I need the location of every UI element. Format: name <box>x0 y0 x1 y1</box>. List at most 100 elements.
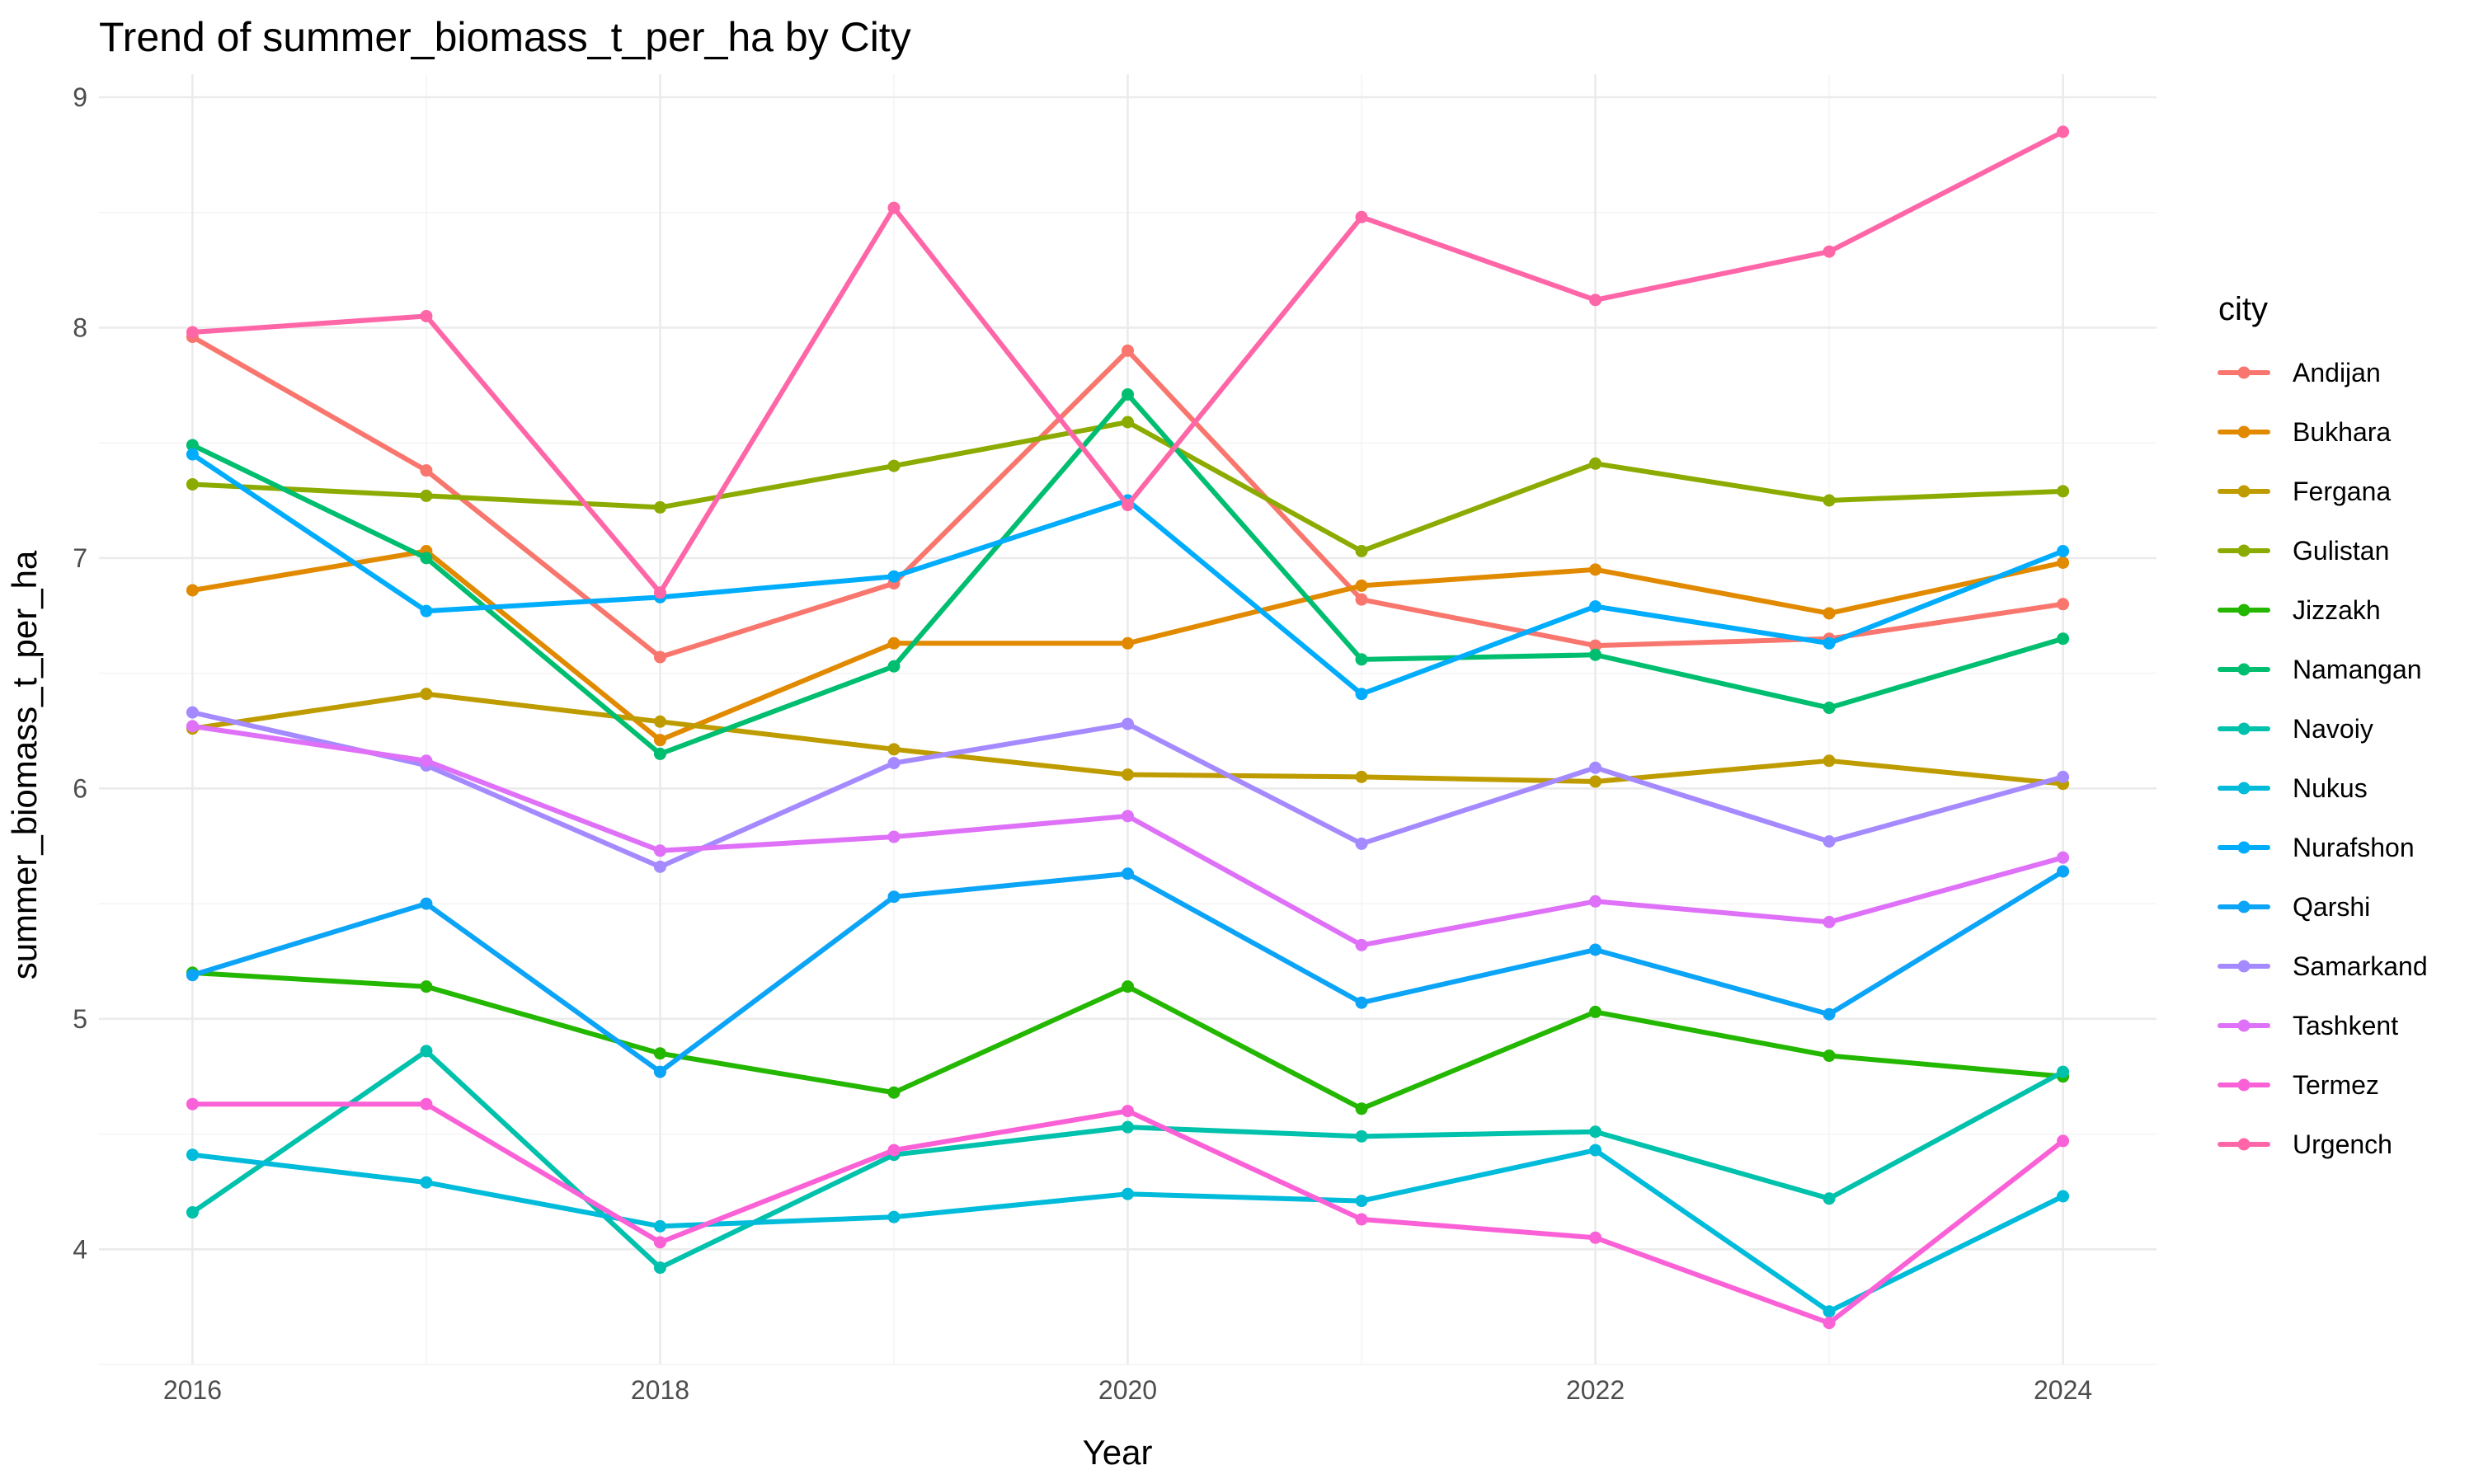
data-point-tashkent <box>420 754 433 768</box>
data-point-termez <box>887 1144 901 1157</box>
data-point-namangan <box>2057 632 2070 646</box>
legend-item-bukhara: Bukhara <box>2218 417 2391 447</box>
y-tick-label: 9 <box>73 82 87 112</box>
y-tick-label: 4 <box>73 1234 87 1264</box>
data-point-fergana <box>653 715 666 728</box>
series-tashkent <box>186 720 2070 951</box>
data-point-tashkent <box>1823 915 1836 928</box>
data-point-namangan <box>1823 702 1836 715</box>
data-point-jizzakh <box>1355 1102 1368 1115</box>
data-point-nukus <box>186 1148 199 1162</box>
data-point-nukus <box>653 1219 666 1233</box>
chart-title: Trend of summer_biomass_t_per_ha by City <box>99 14 911 60</box>
data-point-tashkent <box>186 720 199 733</box>
data-point-tashkent <box>887 830 901 843</box>
x-axis-ticks: 2016 2018 2020 2022 2024 <box>163 1375 2092 1405</box>
legend-item-fergana: Fergana <box>2218 477 2391 506</box>
legend-key-point <box>2237 722 2251 735</box>
data-point-qarshi <box>887 890 901 904</box>
data-point-samarkand <box>1823 835 1836 848</box>
legend-label: Andijan <box>2293 358 2381 387</box>
legend-item-urgench: Urgench <box>2218 1129 2392 1159</box>
data-point-gulistan <box>1823 494 1836 507</box>
y-tick-label: 7 <box>73 543 87 573</box>
series-samarkand <box>186 706 2070 873</box>
data-point-jizzakh <box>653 1047 666 1060</box>
data-point-nukus <box>2057 1190 2070 1203</box>
data-point-namangan <box>653 747 666 760</box>
x-tick-label: 2022 <box>1566 1375 1625 1405</box>
data-point-bukhara <box>1589 563 1602 576</box>
y-tick-label: 5 <box>73 1004 87 1034</box>
data-point-samarkand <box>1355 837 1368 850</box>
data-point-jizzakh <box>887 1086 901 1099</box>
data-point-urgench <box>887 201 901 214</box>
data-point-andijan <box>1589 639 1602 652</box>
data-point-namangan <box>1355 653 1368 666</box>
data-point-qarshi <box>1355 996 1368 1009</box>
data-point-navoiy <box>653 1261 666 1275</box>
data-point-qarshi <box>2057 865 2070 878</box>
data-point-andijan <box>653 650 666 664</box>
data-point-fergana <box>420 688 433 701</box>
legend-key-point <box>2237 603 2251 617</box>
data-point-bukhara <box>1122 636 1134 650</box>
legend-key-point <box>2237 782 2251 795</box>
data-point-fergana <box>1589 775 1602 788</box>
data-point-urgench <box>653 586 666 599</box>
legend-key-point <box>2237 485 2251 498</box>
data-point-qarshi <box>1823 1007 1836 1021</box>
legend-key-point <box>2237 425 2251 439</box>
data-point-urgench <box>420 309 433 322</box>
data-point-navoiy <box>2057 1065 2070 1078</box>
data-point-termez <box>1122 1105 1134 1118</box>
data-point-navoiy <box>420 1045 433 1058</box>
series-namangan <box>186 387 2070 760</box>
data-point-jizzakh <box>1823 1050 1836 1063</box>
legend-key-point <box>2237 544 2251 557</box>
legend-label: Bukhara <box>2293 417 2391 447</box>
data-point-namangan <box>1589 648 1602 661</box>
legend: city Andijan Bukhara Fergana Gulistan Jizzak… <box>2218 291 2428 1159</box>
data-point-qarshi <box>1589 943 1602 956</box>
data-point-andijan <box>1355 593 1368 606</box>
series-urgench <box>186 125 2070 599</box>
data-point-urgench <box>1355 210 1368 223</box>
data-point-jizzakh <box>1122 980 1134 993</box>
data-point-nurafshon <box>2057 544 2070 557</box>
data-point-gulistan <box>653 500 666 514</box>
series-nukus <box>186 1144 2070 1318</box>
data-point-nukus <box>1122 1187 1134 1200</box>
data-point-nukus <box>1589 1144 1602 1157</box>
data-point-nurafshon <box>186 448 199 461</box>
data-point-nurafshon <box>1589 600 1602 613</box>
legend-label: Termez <box>2293 1070 2379 1100</box>
data-point-bukhara <box>653 734 666 747</box>
x-tick-label: 2016 <box>163 1375 222 1405</box>
legend-key-point <box>2237 841 2251 854</box>
data-point-samarkand <box>186 706 199 719</box>
data-point-fergana <box>887 743 901 756</box>
legend-label: Qarshi <box>2293 892 2370 922</box>
data-point-nukus <box>420 1176 433 1189</box>
data-point-jizzakh <box>1589 1005 1602 1018</box>
data-point-samarkand <box>2057 770 2070 783</box>
data-point-urgench <box>1122 499 1134 512</box>
legend-item-nukus: Nukus <box>2218 773 2368 803</box>
data-point-andijan <box>1122 344 1134 357</box>
data-point-nukus <box>887 1210 901 1223</box>
data-point-gulistan <box>420 489 433 502</box>
data-point-tashkent <box>1355 938 1368 951</box>
x-tick-label: 2018 <box>631 1375 689 1405</box>
data-point-namangan <box>186 439 199 452</box>
data-point-gulistan <box>2057 485 2070 498</box>
legend-label: Namangan <box>2293 655 2422 684</box>
data-point-termez <box>1355 1213 1368 1226</box>
legend-key-point <box>2237 1138 2251 1151</box>
data-point-gulistan <box>186 477 199 491</box>
data-point-tashkent <box>653 844 666 857</box>
data-point-qarshi <box>420 897 433 910</box>
data-point-qarshi <box>1122 867 1134 881</box>
